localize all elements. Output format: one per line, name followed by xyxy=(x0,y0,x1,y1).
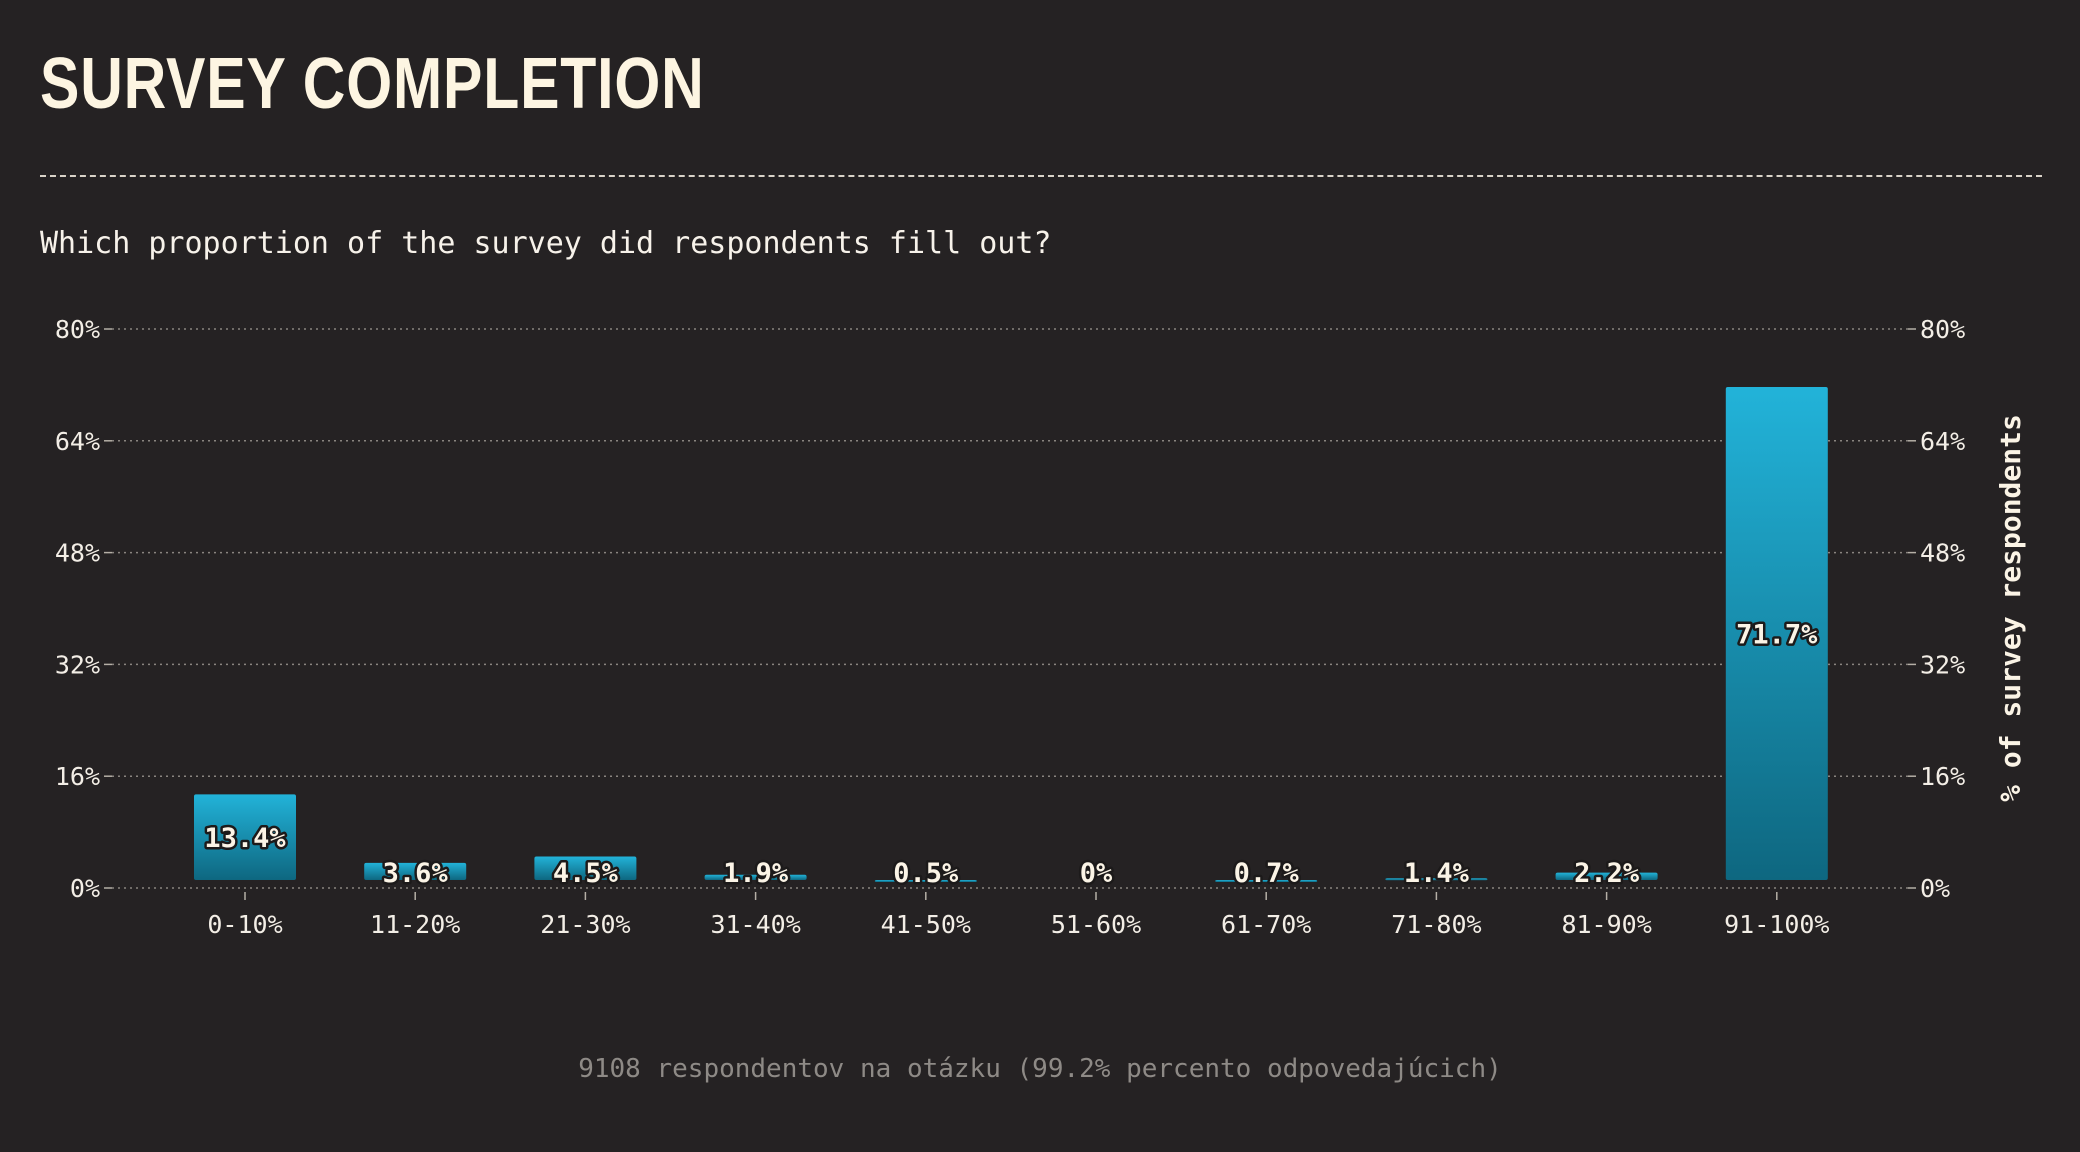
y-tick-label-right: 16% xyxy=(1920,762,1965,791)
data-label: 0.5% xyxy=(893,858,959,889)
y-tick-label-right: 0% xyxy=(1920,874,1950,903)
y-tick-label-right: 64% xyxy=(1920,427,1965,456)
bar xyxy=(704,874,807,880)
page-title: SURVEY COMPLETION xyxy=(40,44,705,124)
x-tick-label: 81-90% xyxy=(1561,910,1651,939)
bar xyxy=(1385,878,1488,881)
bar xyxy=(874,880,977,882)
x-tick-label: 0-10% xyxy=(207,910,282,939)
data-label: 4.5% xyxy=(553,858,619,889)
y-tick-label-left: 32% xyxy=(55,650,100,679)
data-label: 1.9% xyxy=(723,858,789,889)
y-tick-label-left: 64% xyxy=(55,427,100,456)
x-tick-label: 31-40% xyxy=(710,910,800,939)
y-tick-label-left: 0% xyxy=(70,874,100,903)
data-label: 2.2% xyxy=(1574,858,1640,889)
y-tick-label-left: 80% xyxy=(55,315,100,344)
x-tick-label: 41-50% xyxy=(881,910,971,939)
x-tick-label: 61-70% xyxy=(1221,910,1311,939)
data-label: 13.4% xyxy=(204,823,286,854)
y-tick-label-left: 48% xyxy=(55,539,100,568)
x-tick-label: 11-20% xyxy=(370,910,460,939)
data-label: 0% xyxy=(1080,858,1113,889)
data-label: 0.7% xyxy=(1234,858,1300,889)
bar xyxy=(364,862,467,880)
y-tick-label-right: 32% xyxy=(1920,650,1965,679)
bar xyxy=(1215,880,1318,882)
y-tick-label-right: 80% xyxy=(1920,315,1965,344)
bar xyxy=(194,794,296,880)
y-tick-label-right: 48% xyxy=(1920,539,1965,568)
title-divider xyxy=(40,175,2042,177)
chart-footer-note: 9108 respondentov na otázku (99.2% perce… xyxy=(578,1054,1502,1084)
data-label: 71.7% xyxy=(1736,619,1818,650)
chart-subtitle: Which proportion of the survey did respo… xyxy=(40,226,1052,261)
bar xyxy=(1725,386,1828,880)
y-tick-label-left: 16% xyxy=(55,762,100,791)
x-tick-label: 21-30% xyxy=(540,910,630,939)
data-label: 1.4% xyxy=(1404,858,1470,889)
y-axis-title: % of survey respondents xyxy=(1994,414,2027,802)
x-tick-label: 71-80% xyxy=(1391,910,1481,939)
bar xyxy=(1555,872,1658,880)
chart-header: SURVEY COMPLETION xyxy=(40,40,2042,177)
x-tick-label: 51-60% xyxy=(1051,910,1141,939)
data-label: 3.6% xyxy=(383,858,449,889)
x-tick-label: 91-100% xyxy=(1724,910,1829,939)
bar xyxy=(534,856,637,880)
